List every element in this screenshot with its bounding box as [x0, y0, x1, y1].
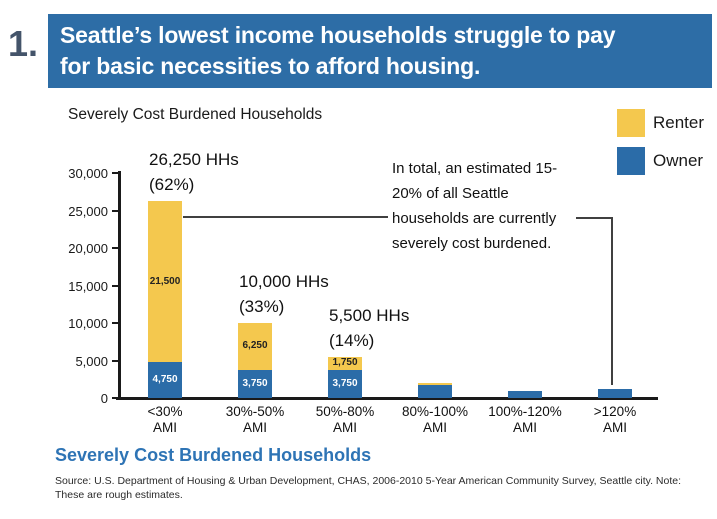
bar-segment-renter	[148, 201, 182, 363]
y-tick-mark	[112, 247, 118, 249]
y-tick-label: 0	[100, 391, 108, 406]
bar-segment-owner	[508, 390, 542, 398]
bar-value-label-renter: 6,250	[242, 340, 268, 352]
y-tick-mark	[112, 397, 118, 399]
source-note: Source: U.S. Department of Housing & Urb…	[55, 475, 682, 501]
x-tick-label: 30%-50% AMI	[225, 404, 285, 435]
y-tick-mark	[112, 322, 118, 324]
chart-title: Severely Cost Burdened Households	[68, 106, 323, 123]
legend-label-renter: Renter	[653, 113, 705, 132]
x-tick-label: 50%-80% AMI	[315, 404, 375, 435]
y-tick-mark	[112, 359, 118, 362]
x-tick-label: 100%-120% AMI	[488, 404, 562, 435]
y-tick-label: 20,000	[68, 241, 108, 256]
legend-item-renter: Renter	[617, 109, 704, 137]
annotation-note: In total, an estimated 15-20% of all Sea…	[392, 160, 558, 252]
owner-swatch-icon	[617, 147, 645, 175]
y-tick-mark	[112, 172, 118, 174]
bar-segment-renter	[238, 323, 272, 370]
bar-total-label: 26,250 HHs (62%)	[149, 150, 239, 195]
legend: Renter Owner	[617, 109, 704, 185]
connector-line-left	[183, 216, 388, 218]
y-tick-mark	[112, 209, 118, 212]
bar-value-label-renter: 1,750	[332, 357, 358, 369]
y-axis-line	[118, 171, 121, 400]
bar-value-label-renter: 21,500	[149, 275, 181, 287]
legend-label-owner: Owner	[653, 151, 704, 170]
x-tick-label: >120% AMI	[593, 404, 637, 435]
bar-total-label: 10,000 HHs (33%)	[239, 272, 329, 316]
header-banner: Seattle’s lowest income households strug…	[48, 14, 712, 88]
y-tick-label: 10,000	[68, 316, 108, 331]
renter-swatch-icon	[617, 109, 645, 137]
bar-segment-owner	[598, 388, 632, 398]
y-tick-label: 5,000	[75, 353, 108, 369]
bar-segment-renter	[418, 383, 452, 385]
legend-item-owner: Owner	[617, 147, 704, 175]
footer-heading: Severely Cost Burdened Households	[55, 445, 372, 465]
y-tick-label: 25,000	[68, 203, 108, 219]
y-tick-label: 30,000	[68, 166, 108, 181]
bar-segment-owner	[328, 369, 362, 398]
connector-elbow-vertical	[611, 217, 613, 385]
bar-value-label-owner: 4,750	[152, 374, 178, 386]
bar-segment-owner	[418, 384, 452, 398]
slide-number: 1.	[8, 23, 39, 64]
bar-value-label-owner: 3,750	[332, 377, 358, 389]
bar-segment-renter	[328, 356, 362, 370]
y-tick-mark	[112, 284, 118, 287]
x-tick-label: 80%-100% AMI	[401, 404, 469, 435]
x-axis-line	[116, 397, 658, 400]
banner-title-line2: for basic necessities to afford housing.	[60, 53, 481, 79]
connector-elbow-horizontal	[576, 217, 613, 219]
bar-segment-owner	[148, 362, 182, 398]
x-tick-label: <30% AMI	[147, 404, 183, 435]
bar-value-label-owner: 3,750	[242, 377, 268, 389]
bar-total-label: 5,500 HHs (14%)	[329, 305, 410, 350]
y-tick-label: 15,000	[68, 278, 108, 294]
bar-segment-owner	[238, 369, 272, 398]
banner-title-line1: Seattle’s lowest income households strug…	[60, 22, 616, 48]
